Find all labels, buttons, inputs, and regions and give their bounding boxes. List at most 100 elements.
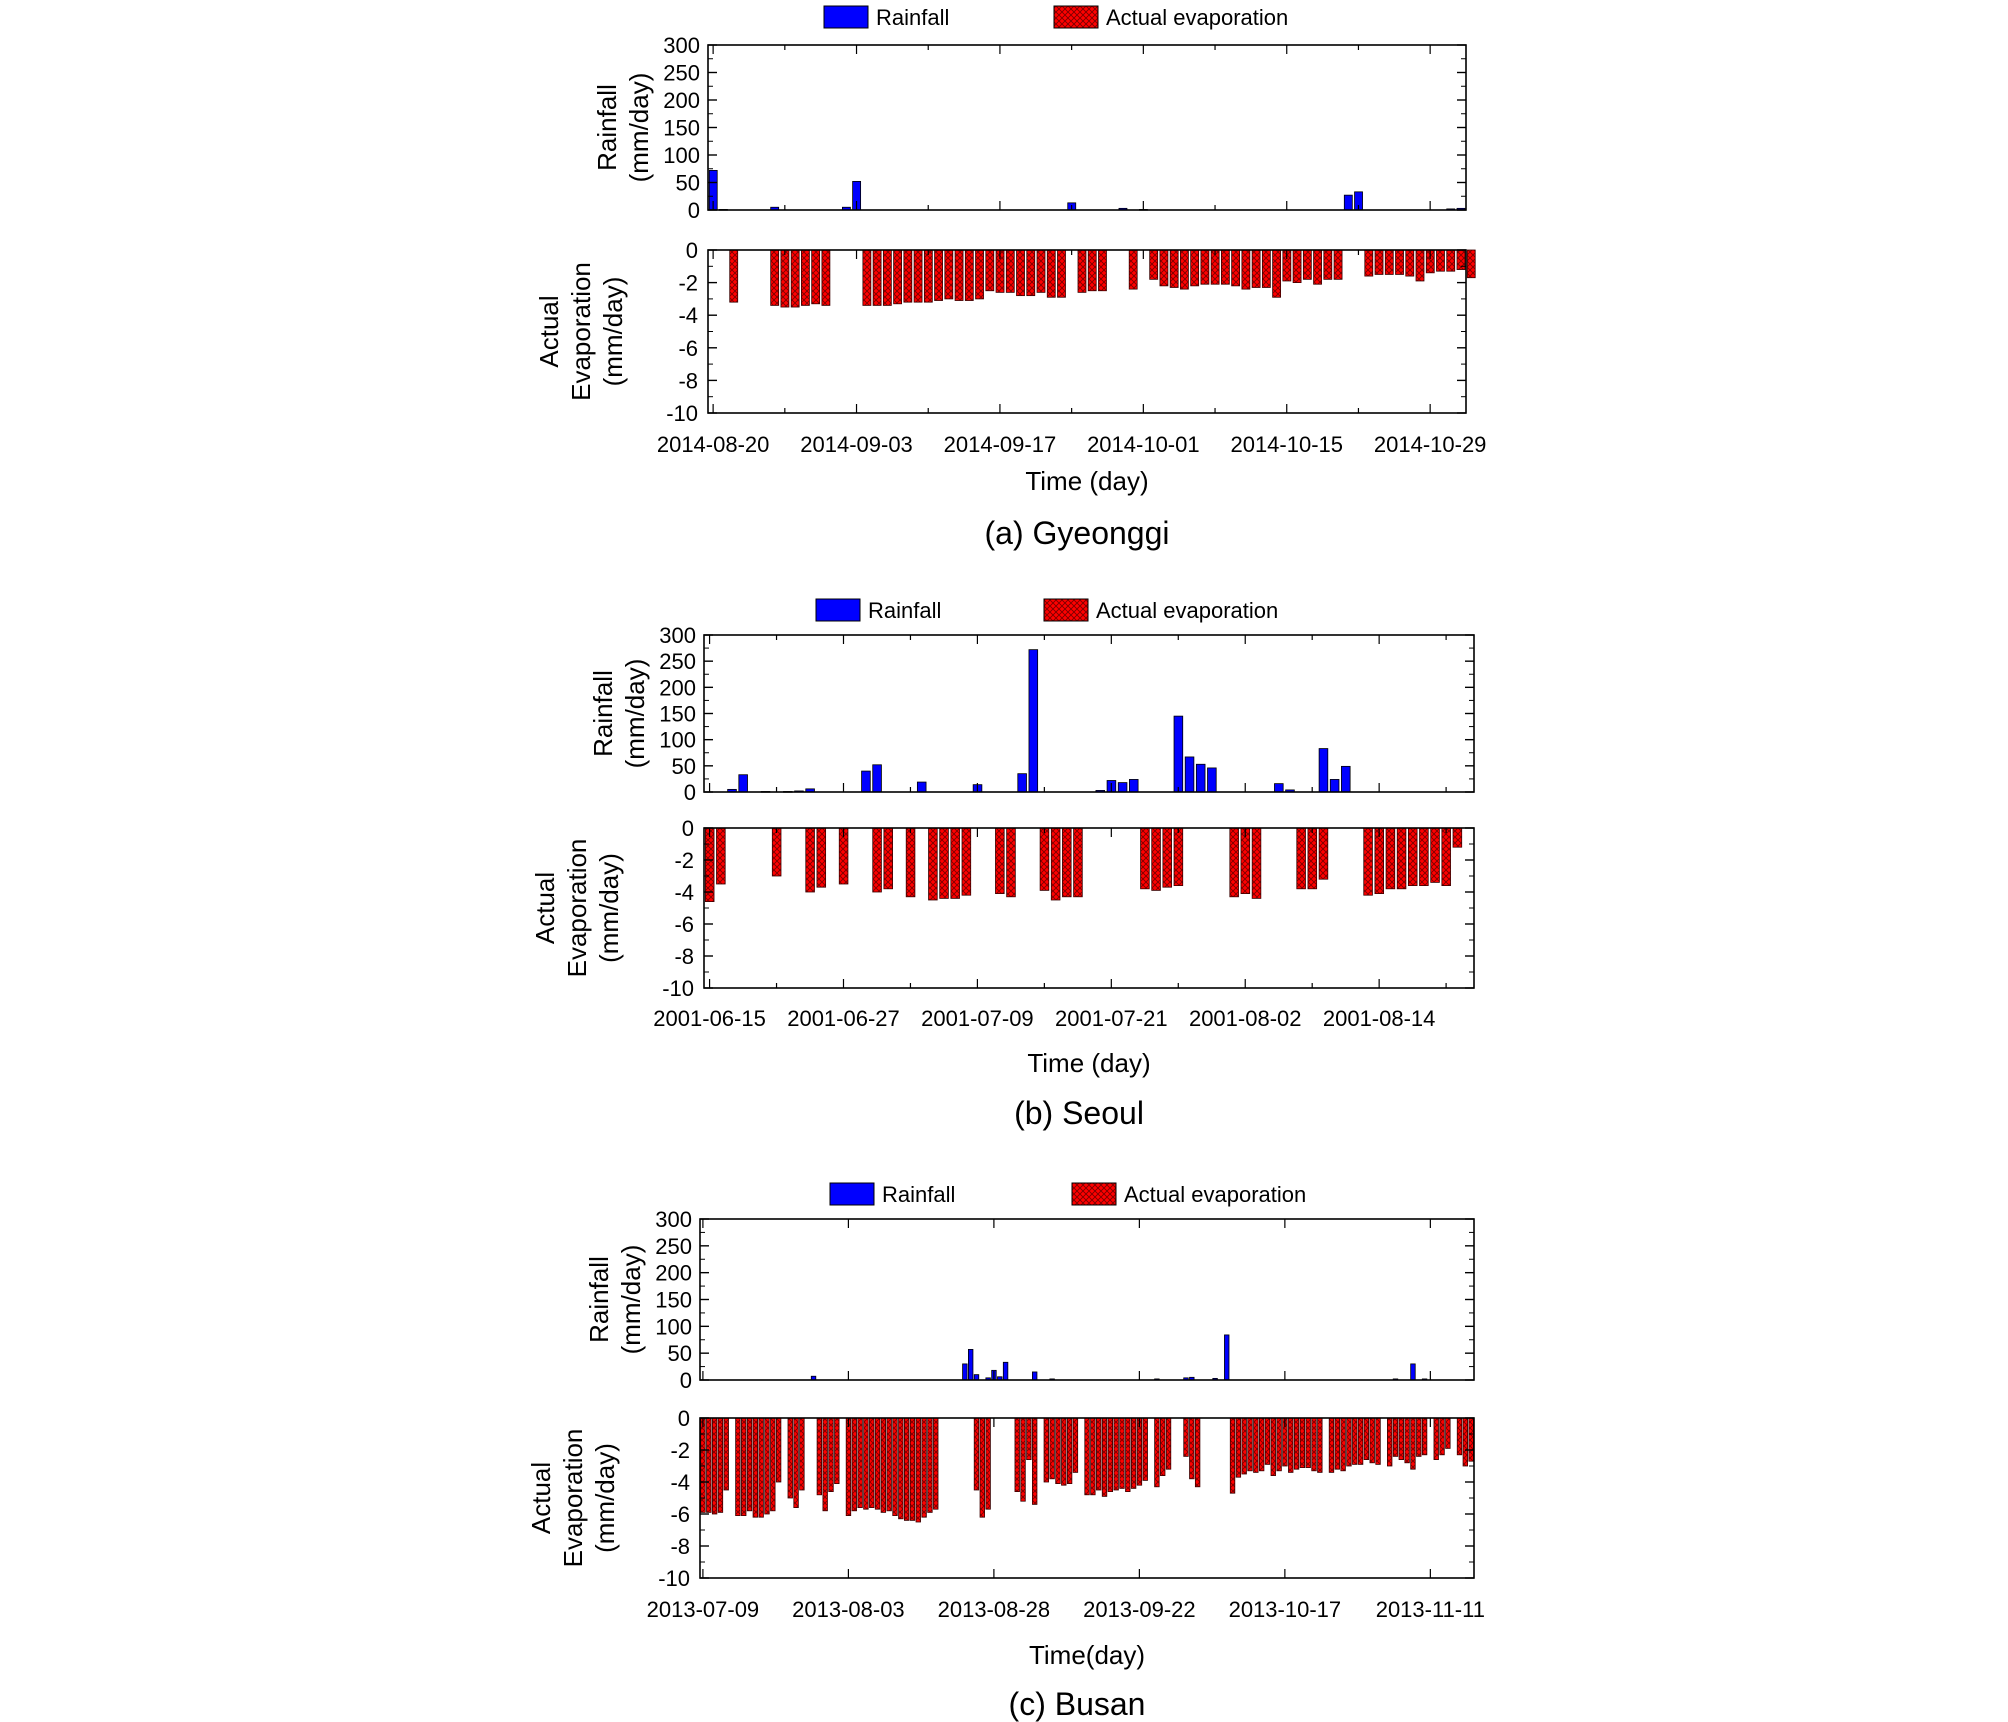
evaporation-bar — [775, 1417, 782, 1483]
legend-rainfall-swatch — [829, 1182, 875, 1206]
evaporation-bar — [915, 1417, 921, 1523]
rainfall-bar — [1028, 649, 1039, 793]
evaporation-bar — [1096, 1417, 1102, 1491]
evaporation-bar — [950, 827, 960, 899]
evaporation-bar — [1392, 1417, 1399, 1457]
evaporation-bar — [1073, 827, 1083, 898]
evaporation-bar — [1032, 1417, 1038, 1505]
evaporation-y-tick-label: -8 — [674, 944, 694, 969]
legend-evaporation-label: Actual evaporation — [1106, 5, 1288, 30]
evaporation-bar — [1247, 1417, 1253, 1472]
evaporation-bar — [872, 827, 882, 893]
evaporation-bar — [893, 249, 902, 305]
evaporation-bar — [905, 827, 916, 898]
evaporation-bar — [1436, 249, 1445, 272]
evaporation-bar — [1363, 827, 1373, 896]
evaporation-bar — [1229, 827, 1239, 898]
evaporation-bar — [1323, 249, 1333, 280]
evaporation-bar — [1107, 1417, 1114, 1492]
evaporation-bar — [975, 249, 984, 300]
legend: Rainfall Actual evaporation — [815, 598, 1278, 623]
rainfall-y-tick-label: 150 — [655, 1288, 692, 1313]
rainfall-bar — [1341, 765, 1351, 793]
rainfall-y-tick-label: 0 — [688, 198, 700, 223]
evaporation-bar — [1077, 249, 1087, 293]
evaporation-bar — [964, 249, 974, 301]
rainfall-bar — [1017, 773, 1027, 793]
rainfall-y-tick-label: 50 — [676, 171, 700, 196]
evaporation-bar — [995, 827, 1005, 894]
evaporation-bar — [1087, 249, 1097, 292]
rainfall-y-tick-label: 150 — [659, 702, 696, 727]
evaporation-y-tick-label: -8 — [670, 1534, 690, 1559]
evaporation-bar — [1452, 827, 1463, 848]
evaporation-bar — [822, 1417, 828, 1512]
evaporation-bar — [1430, 827, 1440, 883]
evaporation-bar — [764, 1417, 770, 1515]
evaporation-bar — [1130, 1417, 1137, 1489]
rainfall-bar — [1173, 715, 1184, 793]
evaporation-bar — [704, 827, 715, 902]
evaporation-bar — [1445, 1417, 1451, 1449]
evaporation-y-tick-label: -8 — [678, 368, 698, 393]
rainfall-axes-frame — [703, 634, 1475, 793]
evaporation-bar — [1462, 1417, 1469, 1467]
rainfall-y-tick-label: 50 — [672, 754, 696, 779]
evaporation-bar — [1142, 1417, 1148, 1481]
evaporation-bar — [1066, 1417, 1073, 1484]
evaporation-bar — [933, 1417, 939, 1510]
rainfall-y-axis-label-line: Rainfall — [584, 1256, 614, 1343]
evaporation-bar — [1036, 249, 1046, 293]
evaporation-bar — [1180, 249, 1189, 290]
evaporation-bar — [1296, 827, 1306, 890]
evaporation-bar — [869, 1417, 875, 1508]
evaporation-bar — [1049, 1417, 1055, 1480]
evaporation-bar — [973, 1417, 980, 1491]
evaporation-y-tick-label: 0 — [682, 816, 694, 841]
rainfall-y-tick-label: 250 — [655, 1234, 692, 1259]
evaporation-bar — [735, 1417, 741, 1516]
x-tick-label: 2014-09-03 — [800, 432, 913, 457]
rainfall-bar — [1274, 783, 1284, 793]
evaporation-bar — [816, 827, 827, 888]
rainfall-axes-frame — [699, 1218, 1475, 1381]
evaporation-bar — [1072, 1417, 1079, 1473]
evaporation-bar — [1352, 1417, 1358, 1465]
evaporation-bar — [1410, 1417, 1416, 1470]
evaporation-bar — [828, 1417, 834, 1492]
legend-evaporation-swatch — [1071, 1182, 1117, 1206]
evaporation-bar — [716, 827, 726, 885]
evaporation-bar — [1220, 249, 1230, 285]
evaporation-bar — [1305, 1417, 1311, 1468]
evaporation-bar — [1026, 1417, 1032, 1460]
evaporation-bar — [954, 249, 964, 301]
evaporation-bar — [1398, 1417, 1404, 1460]
evaporation-bar — [1364, 249, 1374, 277]
rainfall-bar — [916, 781, 927, 793]
evaporation-y-tick-label: -6 — [678, 336, 698, 361]
rainfall-y-tick-label: 0 — [680, 1368, 692, 1393]
evaporation-y-axis-label-line: Evaporation — [558, 1429, 588, 1568]
rainfall-y-axis-label-line: (mm/day) — [620, 659, 650, 769]
rainfall-y-axis-label-line: (mm/day) — [624, 73, 654, 183]
evaporation-bar — [883, 827, 893, 890]
evaporation-bar — [1235, 1417, 1242, 1478]
evaporation-bar — [1183, 1417, 1189, 1457]
evaporation-bar — [770, 249, 780, 306]
rainfall-bar — [872, 764, 882, 793]
rainfall-bar — [1117, 782, 1128, 793]
rainfall-bar — [1195, 763, 1206, 793]
evaporation-y-axis-label-line: Actual — [526, 1462, 556, 1534]
rainfall-y-tick-label: 100 — [663, 143, 700, 168]
panel-caption: (c) Busan — [1009, 1686, 1146, 1722]
x-tick-label: 2001-06-27 — [787, 1006, 900, 1031]
evaporation-bar — [1419, 827, 1429, 886]
evaporation-bar — [1307, 827, 1318, 890]
rainfall-bar — [1329, 779, 1340, 793]
evaporation-bar — [845, 1417, 852, 1516]
evaporation-y-axis-label-line: (mm/day) — [590, 1443, 620, 1553]
evaporation-bar — [752, 1417, 759, 1518]
evaporation-y-tick-label: -6 — [670, 1502, 690, 1527]
evaporation-plot: 0 -2 -4 -6 -8 -10 ActualEvaporation(mm/day) — [534, 238, 1476, 426]
